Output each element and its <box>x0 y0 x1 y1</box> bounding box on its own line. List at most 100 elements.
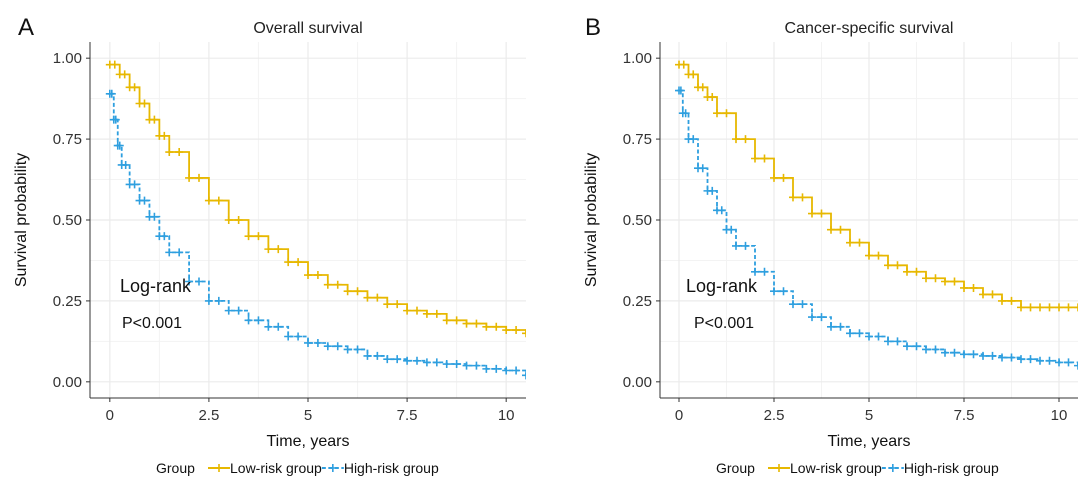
censor-mark-low-risk <box>452 316 461 325</box>
censor-mark-low-risk <box>492 322 501 331</box>
series-line-low-risk <box>679 63 1078 309</box>
censor-mark-low-risk <box>689 70 698 79</box>
censor-mark-low-risk <box>522 329 526 338</box>
censor-mark-low-risk <box>472 319 481 328</box>
censor-mark-high-risk <box>827 322 835 331</box>
censor-mark-high-risk <box>998 353 1006 362</box>
censor-mark-low-risk <box>1007 296 1016 305</box>
data-layer <box>105 60 526 380</box>
censor-mark-high-risk <box>502 366 511 375</box>
censor-mark-low-risk <box>462 319 471 328</box>
censor-mark-high-risk <box>988 351 997 360</box>
censor-mark-high-risk <box>111 115 120 124</box>
censor-mark-low-risk <box>1055 303 1063 312</box>
censor-mark-high-risk <box>931 345 940 354</box>
censor-mark-low-risk <box>502 326 511 335</box>
censor-mark-high-risk <box>115 141 124 150</box>
censor-mark-high-risk <box>708 186 717 195</box>
censor-mark-low-risk <box>865 251 873 260</box>
censor-mark-low-risk <box>1064 303 1073 312</box>
censor-mark-low-risk <box>760 154 769 163</box>
censor-mark-high-risk <box>1017 355 1025 364</box>
censor-mark-high-risk <box>254 316 263 325</box>
censor-mark-low-risk <box>679 60 688 69</box>
censor-mark-low-risk <box>903 267 911 276</box>
logrank-label: Log-rank <box>686 276 758 296</box>
censor-mark-low-risk <box>353 287 362 296</box>
censor-mark-high-risk <box>1036 356 1044 365</box>
censor-mark-low-risk <box>274 245 283 254</box>
y-tick-label: 0.75 <box>53 131 82 148</box>
legend-key-mark <box>775 464 783 472</box>
censor-mark-low-risk <box>855 238 864 247</box>
censor-mark-high-risk <box>107 89 116 98</box>
censor-mark-low-risk <box>1017 303 1025 312</box>
censor-mark-high-risk <box>950 348 959 357</box>
y-tick-label: 0.25 <box>623 293 652 310</box>
x-tick-label: 5 <box>304 407 312 424</box>
y-tick-label: 0.75 <box>623 131 652 148</box>
legend-label-low-risk: Low-risk group <box>790 460 882 476</box>
censor-mark-high-risk <box>140 196 149 205</box>
y-axis-title: Survival probability <box>13 153 30 287</box>
censor-mark-low-risk <box>432 309 441 318</box>
censor-mark-high-risk <box>681 109 690 118</box>
censor-mark-low-risk <box>722 109 731 118</box>
data-layer <box>675 60 1078 370</box>
censor-mark-high-risk <box>195 277 203 286</box>
legend-title: Group <box>156 460 195 476</box>
y-axis-title: Survival probability <box>583 153 600 287</box>
censor-mark-low-risk <box>323 280 332 289</box>
censor-mark-high-risk <box>732 241 740 250</box>
censor-mark-low-risk <box>140 99 149 108</box>
censor-mark-low-risk <box>1045 303 1054 312</box>
legend-title: Group <box>716 460 755 476</box>
censor-mark-high-risk <box>1074 361 1078 370</box>
censor-mark-low-risk <box>393 300 402 309</box>
censor-mark-high-risk <box>817 313 826 322</box>
censor-mark-high-risk <box>383 355 392 364</box>
censor-mark-low-risk <box>264 245 273 254</box>
censor-mark-low-risk <box>789 193 797 202</box>
censor-mark-low-risk <box>214 196 223 205</box>
x-tick-label: 10 <box>1051 407 1068 424</box>
p-value-label: P<0.001 <box>694 315 754 332</box>
censor-mark-low-risk <box>512 326 521 335</box>
censor-mark-high-risk <box>432 358 441 367</box>
legend-label-high-risk: High-risk group <box>904 460 999 476</box>
censor-mark-high-risk <box>760 267 769 276</box>
y-tick-label: 0.25 <box>53 293 82 310</box>
censor-mark-low-risk <box>808 209 816 218</box>
censor-mark-low-risk <box>333 280 342 289</box>
censor-mark-high-risk <box>689 135 698 144</box>
censor-mark-low-risk <box>482 322 491 331</box>
legend-key-mark <box>888 464 897 472</box>
y-tick-label: 0.50 <box>53 212 82 229</box>
censor-mark-low-risk <box>960 283 968 292</box>
censor-mark-high-risk <box>865 332 873 341</box>
censor-mark-high-risk <box>472 361 481 370</box>
censor-mark-low-risk <box>779 173 788 182</box>
panel-cancer-specific-survival: Cancer-specific survival B 0 2.5 5 7.5 10 0.00 0… <box>583 14 1078 476</box>
censor-mark-low-risk <box>698 83 707 92</box>
censor-mark-high-risk <box>403 356 412 365</box>
censor-mark-low-risk <box>120 70 129 79</box>
censor-mark-high-risk <box>789 300 797 309</box>
legend-key-mark <box>215 464 223 472</box>
gridlines <box>660 42 1078 398</box>
legend: Group Low-risk group High-risk group <box>716 460 999 476</box>
censor-mark-high-risk <box>442 360 451 369</box>
censor-mark-high-risk <box>874 332 883 341</box>
censor-mark-high-risk <box>393 355 402 364</box>
censor-mark-low-risk <box>922 274 930 283</box>
censor-mark-low-risk <box>979 290 987 299</box>
censor-mark-low-risk <box>893 261 902 270</box>
censor-mark-high-risk <box>462 361 471 370</box>
x-tick-label: 7.5 <box>954 407 975 424</box>
censor-mark-high-risk <box>779 287 788 296</box>
censor-mark-high-risk <box>960 350 968 359</box>
censor-mark-high-risk <box>512 366 521 375</box>
censor-mark-high-risk <box>160 232 169 241</box>
censor-mark-high-risk <box>175 248 184 257</box>
